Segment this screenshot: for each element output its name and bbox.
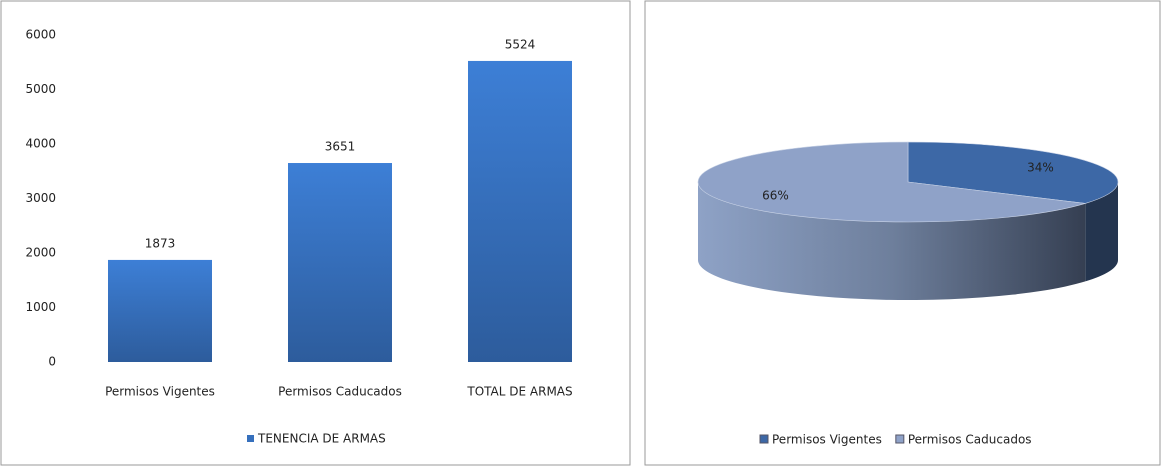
- legend-swatch: [895, 434, 905, 444]
- legend-swatch: [759, 434, 769, 444]
- data-label: 66%: [762, 188, 789, 202]
- x-tick-label: Permisos Vigentes: [105, 385, 215, 399]
- panel-border: [644, 0, 1161, 466]
- y-tick-label: 1000: [25, 300, 56, 314]
- pie-side: [1085, 182, 1118, 282]
- legend-swatch: [247, 435, 254, 442]
- data-label: 5524: [505, 37, 536, 51]
- y-tick-label: 0: [48, 355, 56, 369]
- data-label: 34%: [1027, 161, 1054, 175]
- bar: [288, 163, 392, 362]
- legend-label: Permisos Caducados: [908, 433, 1032, 447]
- y-tick-label: 4000: [25, 137, 56, 151]
- bar: [468, 60, 572, 362]
- pie-slice: [697, 141, 1086, 223]
- x-tick-label: Permisos Caducados: [278, 385, 402, 399]
- x-tick-label: TOTAL DE ARMAS: [466, 385, 572, 399]
- y-tick-label: 2000: [25, 246, 56, 260]
- legend-label: TENENCIA DE ARMAS: [257, 432, 386, 446]
- legend-label: Permisos Vigentes: [772, 433, 882, 447]
- bar: [108, 259, 212, 362]
- panel-border: [0, 0, 631, 466]
- data-label: 3651: [325, 140, 356, 154]
- y-tick-label: 6000: [25, 28, 56, 42]
- pie-side: [698, 182, 1086, 301]
- y-tick-label: 5000: [25, 82, 56, 96]
- data-label: 1873: [145, 236, 176, 250]
- y-tick-label: 3000: [25, 191, 56, 205]
